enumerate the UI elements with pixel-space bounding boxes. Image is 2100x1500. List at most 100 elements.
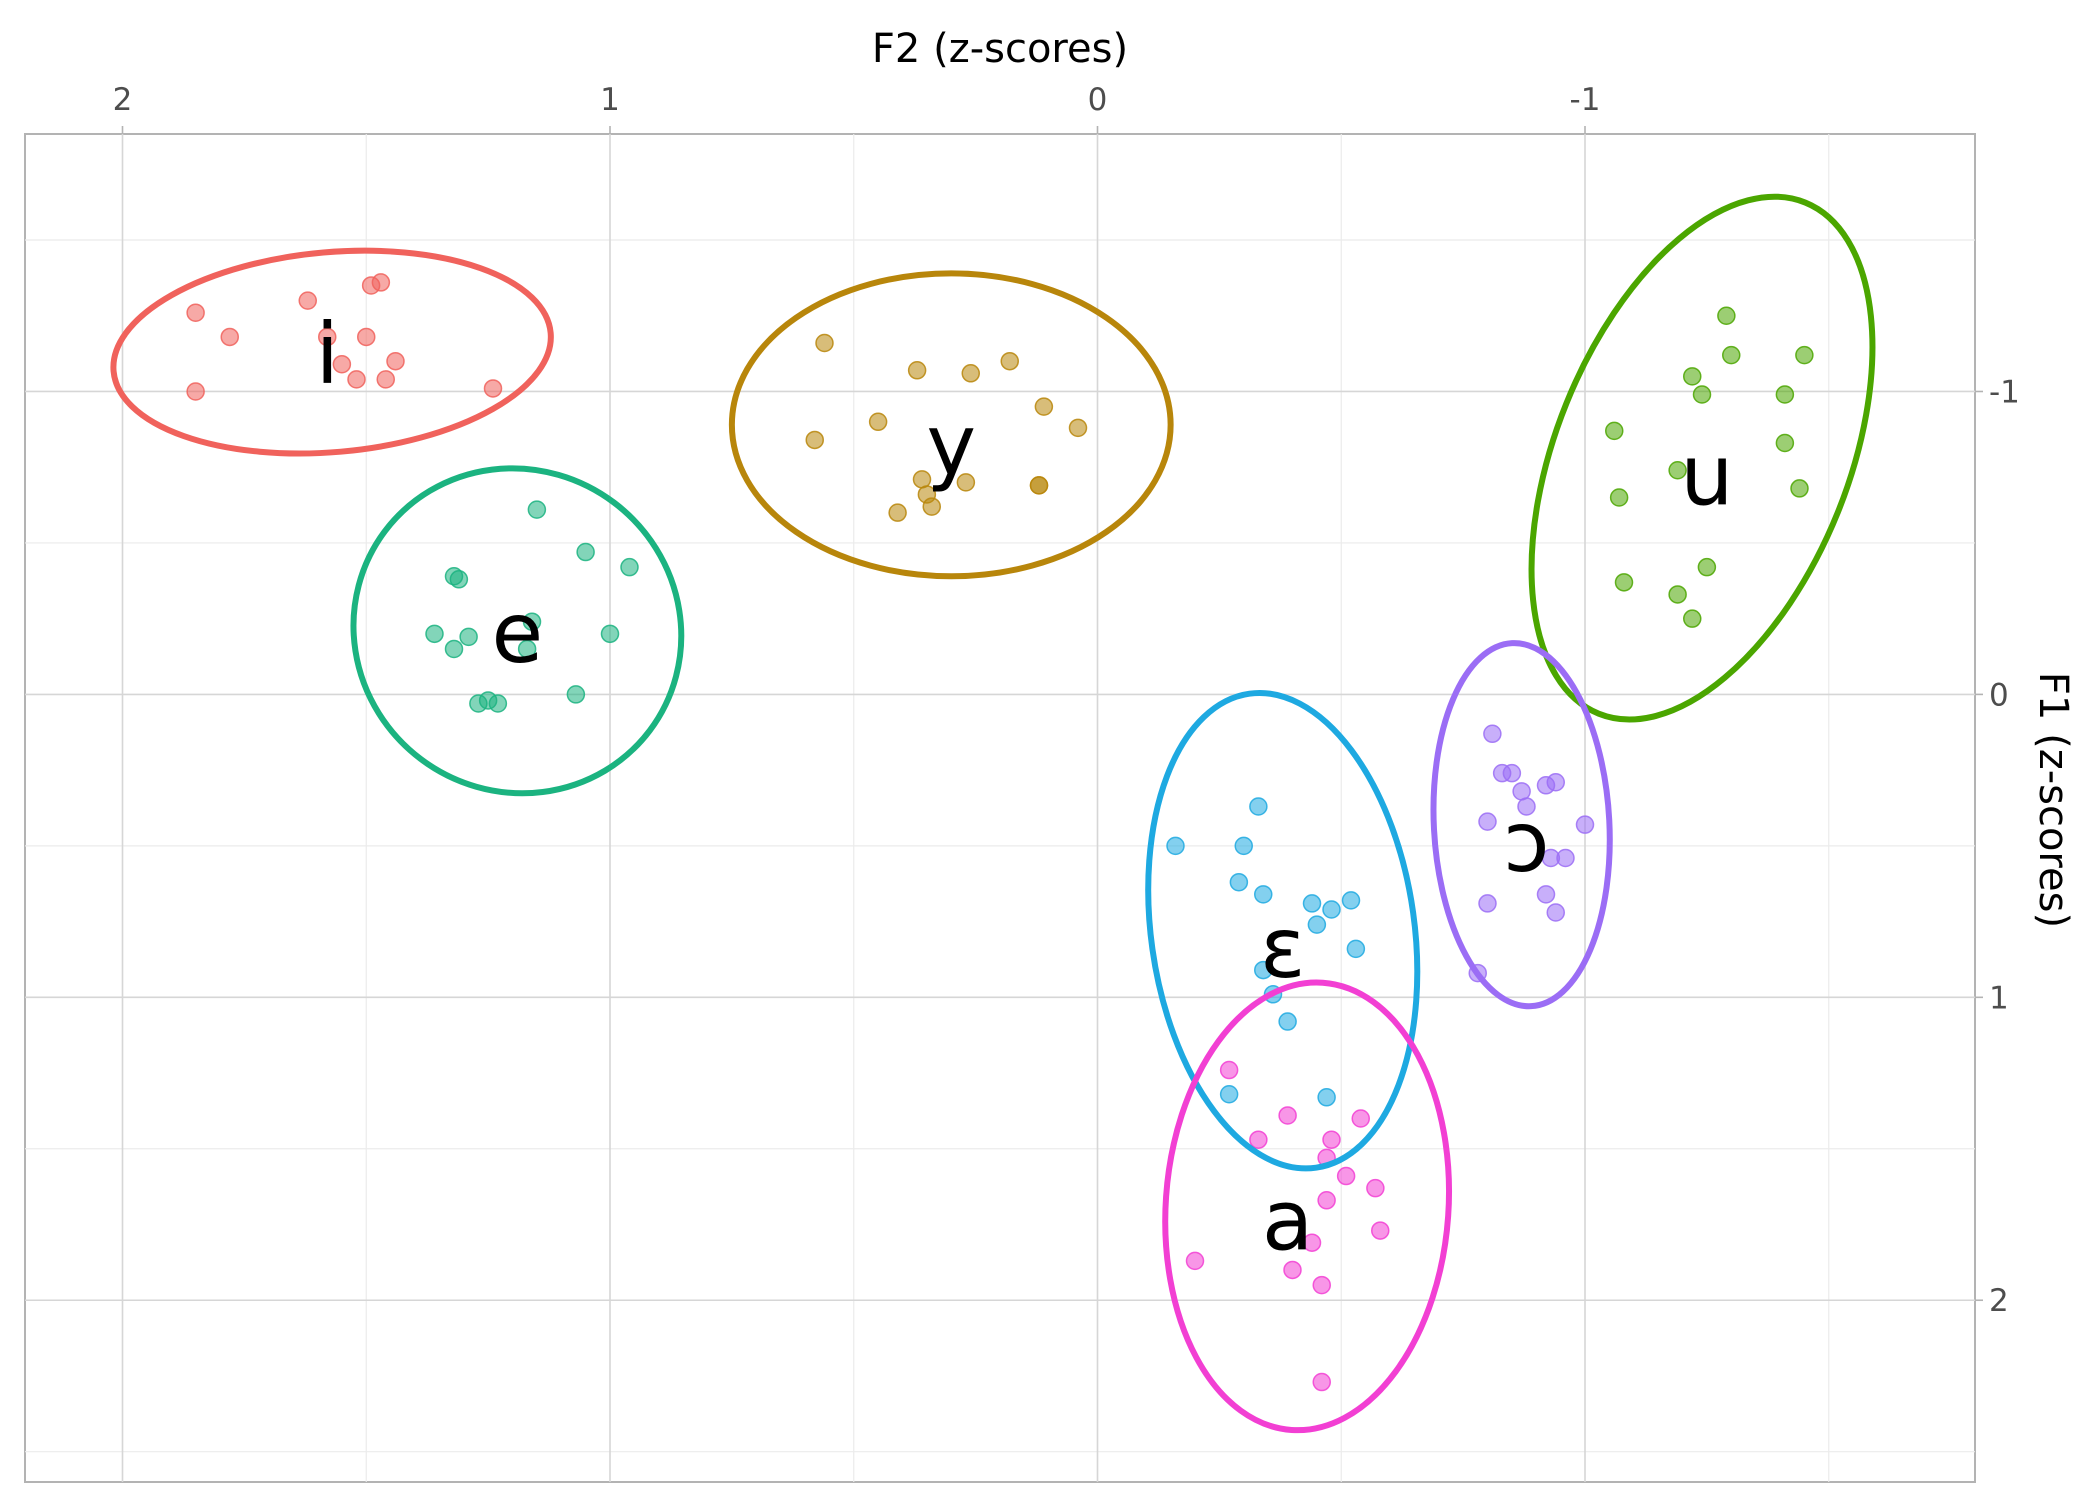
- data-point: [444, 567, 464, 586]
- y-tick-label: 2: [1989, 1283, 2009, 1319]
- tick-labels: 2 1 0 -1 -1 0 1 2: [113, 82, 2020, 1319]
- confidence-ellipse: [1162, 979, 1453, 1434]
- confidence-ellipse: [1145, 689, 1421, 1172]
- vowel-label: ɔ: [1503, 793, 1549, 891]
- data-point: [1249, 797, 1268, 816]
- confidence-ellipses: [110, 193, 1876, 1434]
- x-tick-label: 0: [1088, 82, 1108, 118]
- data-point: [1254, 885, 1273, 904]
- data-point: [386, 351, 405, 371]
- confidence-ellipse: [1528, 193, 1876, 723]
- data-point: [1317, 1088, 1336, 1107]
- data-point: [1322, 900, 1341, 919]
- data-points: [186, 273, 1814, 1392]
- data-point: [1775, 433, 1795, 453]
- data-point: [1478, 812, 1497, 831]
- data-point: [1322, 1130, 1341, 1149]
- data-point: [1185, 1251, 1205, 1271]
- grid-minor: [25, 134, 1975, 1482]
- data-point: [376, 370, 395, 389]
- confidence-ellipse: [728, 270, 1174, 580]
- data-point: [1219, 1085, 1239, 1104]
- data-point: [1336, 1166, 1356, 1186]
- data-point: [1556, 848, 1575, 868]
- data-point: [1302, 894, 1322, 913]
- data-point: [1351, 1109, 1370, 1128]
- data-point: [1546, 903, 1565, 922]
- data-point: [1312, 1372, 1331, 1392]
- confidence-ellipse: [1430, 640, 1613, 1010]
- data-point: [298, 291, 317, 310]
- data-point: [1502, 763, 1522, 783]
- data-point: [620, 557, 639, 577]
- vowel-label: ɛ: [1260, 899, 1305, 997]
- y-tick-label: 0: [1989, 677, 2009, 713]
- data-point: [1697, 557, 1717, 577]
- data-point: [1029, 476, 1049, 495]
- x-axis-title: F2 (z-scores): [872, 26, 1128, 72]
- confidence-ellipse: [350, 465, 685, 797]
- data-point: [1683, 609, 1702, 628]
- data-point: [1614, 573, 1634, 592]
- data-point: [566, 685, 586, 704]
- y-axis-title: F1 (z-scores): [2030, 672, 2076, 928]
- x-tick-label: 2: [113, 82, 133, 118]
- data-point: [1283, 1260, 1302, 1280]
- data-point: [186, 303, 205, 322]
- data-point: [868, 412, 888, 432]
- vowel-label: a: [1262, 1171, 1313, 1269]
- data-point: [1312, 1275, 1331, 1295]
- data-point: [1341, 891, 1361, 910]
- data-point: [488, 694, 508, 713]
- data-point: [888, 503, 907, 522]
- data-point: [1166, 836, 1185, 856]
- data-point: [1775, 385, 1795, 404]
- data-point: [522, 612, 542, 631]
- data-point: [1249, 1130, 1268, 1149]
- data-point: [1346, 939, 1366, 959]
- data-point: [1692, 385, 1712, 404]
- data-point: [576, 542, 595, 562]
- data-point: [1478, 894, 1497, 913]
- data-point: [961, 364, 980, 383]
- data-point: [1034, 397, 1054, 416]
- vowel-label: i: [316, 305, 339, 403]
- data-point: [1483, 724, 1502, 744]
- data-point: [1068, 418, 1088, 438]
- data-point: [600, 624, 620, 644]
- x-tick-label: 1: [600, 82, 620, 118]
- data-point: [1219, 1060, 1239, 1080]
- data-point: [318, 327, 337, 347]
- plot-panel: [24, 133, 1976, 1483]
- data-point: [1278, 1106, 1297, 1125]
- vowel-label: e: [492, 584, 544, 682]
- data-point: [1307, 915, 1327, 934]
- data-point: [922, 497, 941, 516]
- data-point: [1366, 1178, 1385, 1198]
- data-point: [469, 694, 488, 713]
- data-point: [1717, 306, 1736, 326]
- data-point: [1517, 797, 1536, 816]
- data-point: [805, 430, 824, 450]
- data-point: [347, 370, 366, 389]
- data-point: [1000, 351, 1019, 371]
- data-point: [907, 361, 927, 380]
- data-point: [459, 627, 478, 647]
- data-point: [425, 624, 444, 644]
- data-point: [1371, 1221, 1390, 1240]
- data-point: [1795, 345, 1814, 365]
- data-point: [186, 382, 205, 401]
- data-point: [1229, 872, 1249, 892]
- data-point: [1790, 479, 1809, 498]
- data-point: [1722, 345, 1741, 365]
- data-point: [1254, 960, 1273, 980]
- confidence-ellipse: [110, 247, 554, 457]
- data-point: [220, 327, 239, 347]
- data-point: [956, 473, 976, 492]
- y-tick-label: 1: [1989, 980, 2009, 1016]
- data-point: [527, 500, 547, 519]
- vowel-label: y: [926, 396, 976, 494]
- data-point: [1317, 1191, 1336, 1210]
- data-point: [1302, 1233, 1322, 1252]
- data-point: [1234, 836, 1253, 856]
